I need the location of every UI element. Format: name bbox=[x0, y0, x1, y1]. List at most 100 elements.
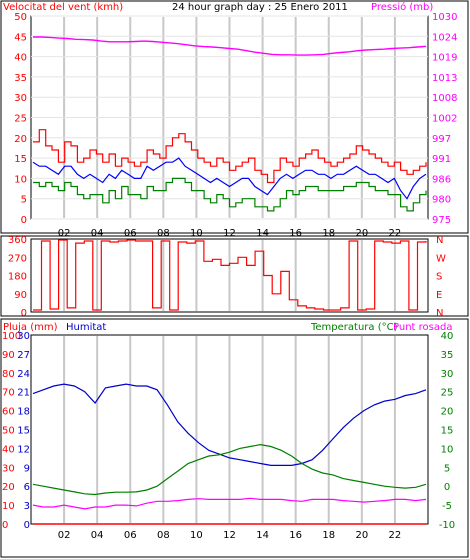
temperature-y-tick: 15 bbox=[441, 426, 454, 437]
rain-y-tick: 30 bbox=[2, 463, 15, 474]
temperature-y-tick: 35 bbox=[441, 350, 454, 361]
direction-y-tick: 180 bbox=[8, 272, 27, 283]
pressure-axis-label: Pressió (mb) bbox=[371, 1, 433, 13]
humidity-axis-label: Humitat bbox=[66, 322, 106, 333]
direction-y-tick: 90 bbox=[14, 290, 27, 301]
temperature-y-tick: 25 bbox=[441, 388, 454, 399]
direction-y-tick: 0 bbox=[21, 308, 27, 319]
wind-axis-label: Velocitat del vent (kmh) bbox=[3, 2, 123, 13]
rain-y-tick: 80 bbox=[2, 369, 15, 380]
pressure-y-tick: 991 bbox=[432, 154, 451, 165]
wind-average-line bbox=[32, 157, 427, 200]
temperature-line bbox=[32, 443, 427, 496]
x-tick-label-top: 18 bbox=[322, 228, 335, 239]
chart-title: 24 hour graph day : 25 Enero 2011 bbox=[172, 2, 348, 13]
x-tick-label-top: 10 bbox=[190, 228, 203, 239]
pressure-y-tick: 986 bbox=[432, 174, 451, 185]
x-tick-label-bottom: 02 bbox=[58, 530, 71, 541]
x-tick-label-bottom: 10 bbox=[190, 530, 203, 541]
wind-low-line bbox=[33, 177, 427, 212]
temperature-y-tick: 30 bbox=[441, 369, 454, 380]
temperature-y-tick: 0 bbox=[444, 482, 450, 493]
rain-y-tick: 60 bbox=[2, 407, 15, 418]
humidity-y-tick: 21 bbox=[17, 388, 30, 399]
dewpoint-axis-label: Punt rosada bbox=[393, 322, 452, 333]
wind-y-tick: 30 bbox=[14, 93, 27, 104]
x-tick-label-top: 12 bbox=[223, 228, 236, 239]
pressure-y-tick: 1019 bbox=[432, 53, 457, 64]
x-tick-label-bottom: 12 bbox=[223, 530, 236, 541]
humidity-y-tick: 30 bbox=[17, 331, 30, 342]
wind-y-tick: 25 bbox=[14, 114, 27, 125]
humidity-y-tick: 6 bbox=[24, 482, 30, 493]
humidity-y-tick: 12 bbox=[17, 444, 30, 455]
axes-layer: 0202040406060808101012121414161618182020… bbox=[2, 12, 457, 541]
x-tick-label-top: 08 bbox=[157, 228, 170, 239]
x-tick-label-bottom: 22 bbox=[389, 530, 402, 541]
dewpoint-line bbox=[32, 497, 427, 510]
humidity-y-tick: 18 bbox=[17, 407, 30, 418]
x-tick-label-bottom: 06 bbox=[124, 530, 137, 541]
wind-y-tick: 35 bbox=[14, 73, 27, 84]
direction-y-tick: 270 bbox=[8, 253, 27, 264]
pressure-y-tick: 975 bbox=[432, 215, 451, 226]
wind-y-tick: 40 bbox=[14, 53, 27, 64]
wind-gust-line bbox=[33, 129, 427, 184]
rain-y-tick: 20 bbox=[2, 482, 15, 493]
pressure-y-tick: 1008 bbox=[432, 93, 457, 104]
humidity-y-tick: 15 bbox=[17, 426, 30, 437]
series-layer bbox=[32, 36, 427, 525]
wind-y-tick: 5 bbox=[21, 195, 27, 206]
pressure-y-tick: 997 bbox=[432, 134, 451, 145]
compass-label: W bbox=[436, 253, 446, 264]
bottom-group-border bbox=[0, 318, 469, 558]
compass-label: E bbox=[436, 290, 442, 301]
direction-y-tick: 360 bbox=[8, 235, 27, 246]
x-tick-label-bottom: 16 bbox=[289, 530, 302, 541]
x-tick-label-top: 14 bbox=[256, 228, 269, 239]
wind-y-tick: 0 bbox=[21, 215, 27, 226]
grid-layer bbox=[31, 15, 428, 523]
wind-direction-line bbox=[33, 239, 427, 311]
x-tick-label-top: 16 bbox=[289, 228, 302, 239]
rain-y-tick: 0 bbox=[2, 520, 8, 531]
temperature-y-tick: -10 bbox=[439, 520, 455, 531]
x-tick-label-bottom: 18 bbox=[322, 530, 335, 541]
rain-y-tick: 40 bbox=[2, 444, 15, 455]
temperature-y-tick: 10 bbox=[441, 444, 454, 455]
pressure-y-tick: 980 bbox=[432, 195, 451, 206]
x-tick-label-top: 06 bbox=[124, 228, 137, 239]
compass-label: S bbox=[436, 272, 442, 283]
temperature-axis-label: Temperatura (°C) bbox=[310, 322, 398, 333]
rain-y-tick: 90 bbox=[2, 350, 15, 361]
pressure-y-tick: 1002 bbox=[432, 114, 457, 125]
rain-axis-label: Pluja (mm) bbox=[3, 322, 58, 333]
temperature-y-tick: 40 bbox=[441, 331, 454, 342]
x-tick-label-bottom: 14 bbox=[256, 530, 269, 541]
wind-y-tick: 15 bbox=[14, 154, 27, 165]
compass-label: N bbox=[436, 235, 443, 246]
rain-y-tick: 100 bbox=[2, 331, 21, 342]
temperature-y-tick: 5 bbox=[444, 463, 450, 474]
wind-y-tick: 20 bbox=[14, 134, 27, 145]
x-tick-label-top: 02 bbox=[58, 228, 71, 239]
x-tick-label-top: 20 bbox=[355, 228, 368, 239]
x-tick-label-top: 04 bbox=[91, 228, 104, 239]
humidity-y-tick: 9 bbox=[24, 463, 30, 474]
humidity-line bbox=[32, 383, 427, 466]
rain-y-tick: 70 bbox=[2, 388, 15, 399]
compass-label: N bbox=[436, 308, 443, 319]
wind-y-tick: 10 bbox=[14, 174, 27, 185]
x-tick-label-top: 22 bbox=[389, 228, 402, 239]
temperature-y-tick: -5 bbox=[442, 501, 452, 512]
rain-y-tick: 10 bbox=[2, 501, 15, 512]
pressure-line bbox=[33, 36, 427, 56]
middle-group-border bbox=[0, 235, 469, 317]
pressure-y-tick: 1013 bbox=[432, 73, 457, 84]
pressure-y-tick: 1024 bbox=[432, 32, 457, 43]
x-tick-label-bottom: 04 bbox=[91, 530, 104, 541]
wind-y-tick: 45 bbox=[14, 32, 27, 43]
humidity-y-tick: 24 bbox=[17, 369, 30, 380]
